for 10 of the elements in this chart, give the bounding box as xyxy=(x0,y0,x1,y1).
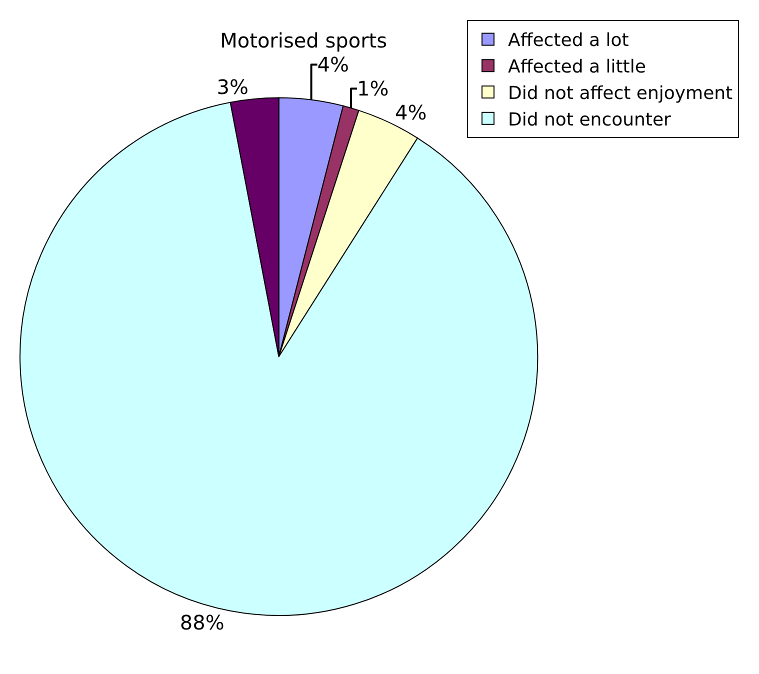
text: Motorised sports xyxy=(220,28,388,53)
data-label: 4% xyxy=(395,100,427,125)
legend-label: Affected a little xyxy=(508,56,646,78)
data-label: 88% xyxy=(180,610,224,634)
legend-label: Affected a lot xyxy=(508,30,629,52)
legend-label: Did not affect enjoyment xyxy=(508,83,733,104)
legend-label: Did not encounter xyxy=(508,109,672,130)
data-label: 4% xyxy=(317,52,350,77)
data-label: 3% xyxy=(216,75,248,100)
data-label: 1% xyxy=(357,76,389,101)
